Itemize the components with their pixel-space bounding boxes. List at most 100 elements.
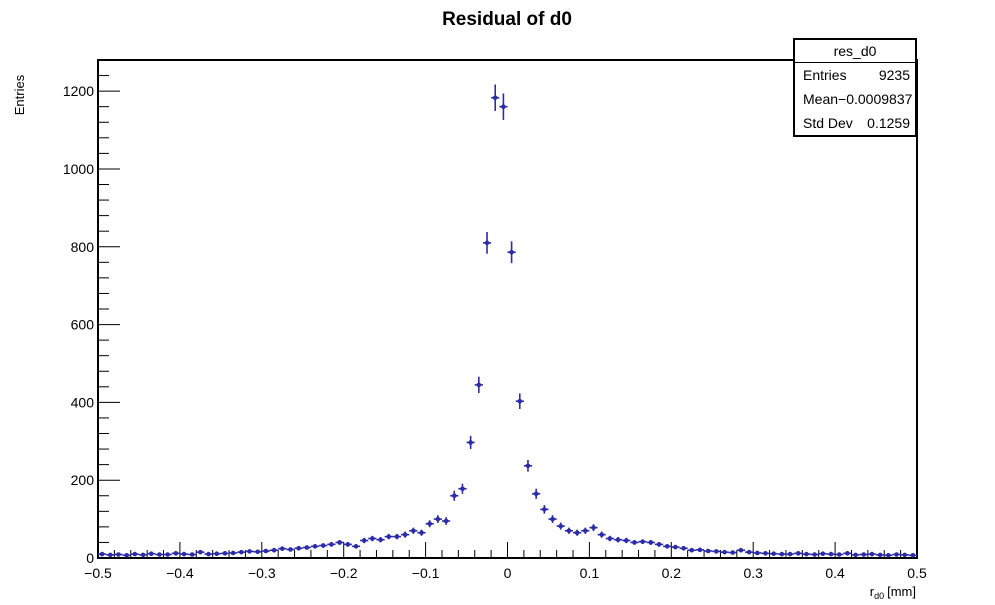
point-marker <box>345 542 351 547</box>
stats-box: res_d0 Entries 9235 Mean −0.0009837 Std … <box>793 38 917 137</box>
point-marker <box>157 552 162 557</box>
point-marker <box>304 545 310 550</box>
data-point <box>540 505 549 514</box>
point-marker <box>820 551 826 557</box>
data-point <box>654 542 664 547</box>
point-marker <box>132 551 138 557</box>
point-marker <box>869 551 875 557</box>
data-point <box>220 551 230 556</box>
point-marker <box>173 551 179 556</box>
stats-mean-label: Mean <box>803 91 839 107</box>
point-marker <box>763 551 768 556</box>
data-point <box>761 551 770 556</box>
data-point <box>679 545 688 551</box>
data-point <box>777 551 786 557</box>
point-marker <box>812 552 817 557</box>
x-axis-title-unit: [mm] <box>887 584 916 599</box>
data-point <box>253 549 262 555</box>
point-marker <box>255 549 261 555</box>
point-marker <box>476 382 482 388</box>
data-point <box>851 552 860 558</box>
data-point <box>179 551 189 557</box>
data-point <box>401 531 410 538</box>
data-point <box>384 533 393 540</box>
data-point <box>745 549 754 555</box>
point-marker <box>419 530 424 536</box>
point-marker <box>230 550 236 556</box>
data-point <box>589 524 598 532</box>
data-point <box>425 520 434 528</box>
point-marker <box>795 551 801 556</box>
point-marker <box>386 534 392 539</box>
data-point <box>663 544 672 549</box>
data-point <box>548 515 557 523</box>
point-marker <box>222 551 228 556</box>
data-point <box>900 552 909 558</box>
x-tick-label: 0.4 <box>825 565 845 581</box>
data-point <box>491 84 500 111</box>
point-marker <box>525 463 531 469</box>
data-point <box>736 547 746 553</box>
data-point <box>826 551 836 557</box>
point-marker <box>910 552 916 558</box>
data-point <box>474 376 483 394</box>
data-point <box>122 552 131 558</box>
data-point <box>728 550 737 555</box>
x-tick-label: 0.2 <box>662 565 682 581</box>
point-marker <box>288 547 293 552</box>
data-point <box>753 550 762 556</box>
data-point <box>98 551 107 557</box>
data-point <box>507 241 516 264</box>
point-marker <box>451 493 457 499</box>
data-point <box>499 93 508 120</box>
data-point <box>466 435 475 450</box>
data-point <box>556 522 565 530</box>
point-marker <box>378 537 383 543</box>
data-point <box>573 529 582 536</box>
data-point <box>876 552 885 558</box>
point-marker <box>771 551 776 557</box>
point-marker <box>99 551 105 557</box>
point-marker <box>402 532 408 537</box>
point-marker <box>501 104 506 109</box>
point-marker <box>787 551 793 557</box>
point-marker <box>681 545 686 551</box>
point-marker <box>746 549 752 555</box>
point-marker <box>353 544 359 549</box>
point-marker <box>615 537 621 543</box>
data-point <box>867 551 877 557</box>
data-point <box>417 529 426 536</box>
point-marker <box>370 536 375 541</box>
point-marker <box>689 547 695 553</box>
data-point <box>163 552 172 557</box>
stats-entries-label: Entries <box>803 67 847 83</box>
data-point <box>687 547 696 553</box>
point-marker <box>542 507 547 512</box>
data-point <box>638 539 647 544</box>
point-marker <box>329 542 334 547</box>
x-tick-label: 0.1 <box>580 565 600 581</box>
data-point <box>671 544 680 550</box>
data-point <box>695 547 705 553</box>
point-marker <box>263 548 269 554</box>
data-point <box>409 527 418 534</box>
point-marker <box>566 528 572 534</box>
y-tick-label: 0 <box>86 550 94 566</box>
data-point <box>335 540 344 545</box>
point-marker <box>427 521 432 527</box>
x-tick-label: −0.5 <box>84 565 112 581</box>
point-marker <box>271 547 277 553</box>
point-marker <box>623 538 629 543</box>
point-marker <box>394 534 400 539</box>
point-marker <box>239 549 244 555</box>
point-marker <box>902 552 908 558</box>
point-marker <box>648 540 654 545</box>
data-point <box>613 536 623 543</box>
point-marker <box>730 550 736 555</box>
data-point <box>360 537 369 544</box>
data-point <box>261 548 270 554</box>
data-point <box>196 549 205 555</box>
x-axis-title: rd0 [mm] <box>870 584 916 601</box>
data-point <box>286 547 295 552</box>
data-point <box>245 549 254 554</box>
